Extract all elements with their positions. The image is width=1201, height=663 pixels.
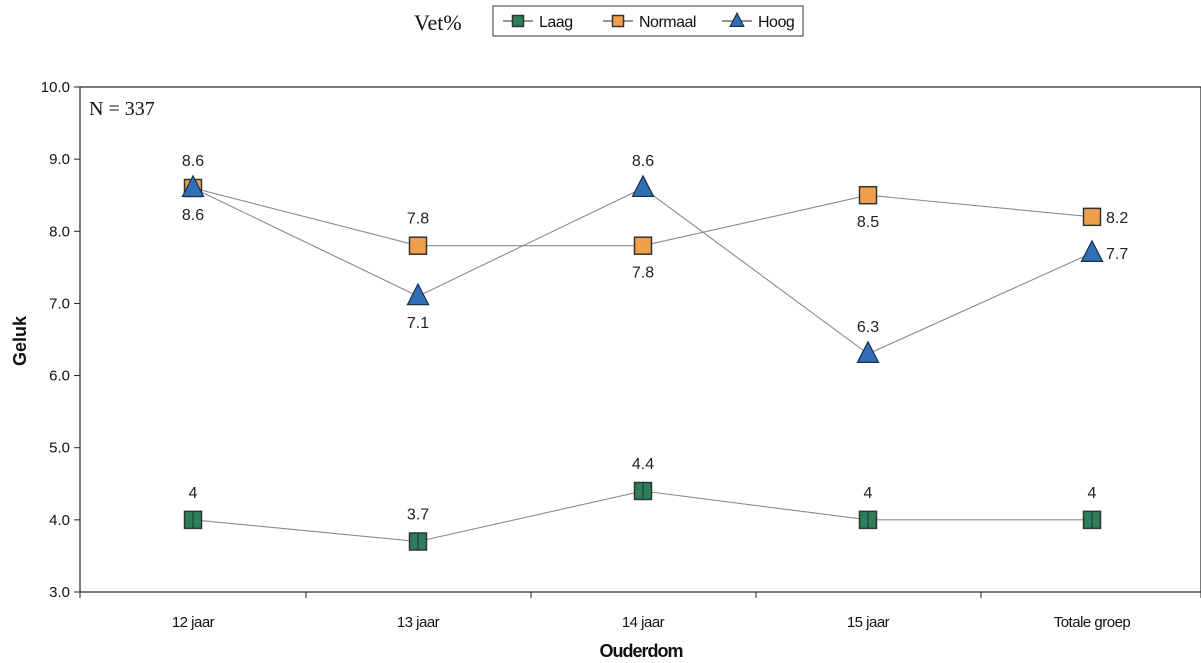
data-label-hoog: 7.7 [1106, 246, 1128, 263]
data-point-normaal [858, 185, 878, 205]
data-label-normaal: 8.2 [1106, 210, 1128, 227]
data-point-normaal [1082, 207, 1102, 227]
y-tick-label: 8.0 [49, 223, 70, 240]
legend-item-normaal: Normaal [603, 14, 696, 31]
legend-label-hoog: Hoog [758, 14, 794, 31]
data-label-laag: 3.7 [407, 507, 429, 524]
data-label-normaal: 8.6 [182, 153, 204, 170]
y-tick-label: 10.0 [41, 79, 70, 96]
x-axis-title: Ouderdom [599, 641, 682, 661]
x-tick-label: 13 jaar [397, 614, 440, 631]
y-tick-label: 5.0 [49, 440, 70, 457]
sample-size-note: N = 337 [89, 98, 155, 120]
data-label-laag: 4.4 [632, 456, 654, 473]
data-point-hoog [181, 174, 205, 198]
legend-label-laag: Laag [539, 14, 573, 31]
data-point-hoog [1080, 239, 1104, 262]
data-label-laag: 4 [1088, 485, 1097, 502]
data-label-normaal: 7.8 [632, 265, 654, 282]
y-tick-label: 4.0 [49, 512, 70, 529]
data-label-hoog: 6.3 [857, 319, 879, 336]
series-laag: 4 3.7 4.4 4 4 [183, 456, 1102, 551]
series-normaal: 8.6 7.8 7.8 8.5 8.2 [182, 153, 1128, 282]
x-tick-label: 12 jaar [172, 614, 215, 631]
data-point-hoog [406, 282, 430, 306]
series-layer: 4 3.7 4.4 4 4 8.6 7.8 7.8 8.5 8.2 8.6 7.1 8.6 6.3 7.7 [181, 153, 1128, 551]
x-tick-label: 15 jaar [847, 614, 890, 631]
data-point-normaal [633, 236, 653, 255]
legend-marker-hoog [729, 11, 745, 28]
legend-label-normaal: Normaal [639, 14, 696, 31]
y-axis-title: Geluk [10, 315, 30, 366]
data-point-hoog [631, 174, 655, 198]
data-label-laag: 4 [864, 485, 873, 502]
plot-area [79, 86, 1201, 593]
x-axis: 12 jaar 13 jaar 14 jaar 15 jaar Totale groep [79, 592, 1201, 631]
y-tick-label: 7.0 [49, 295, 70, 312]
series-hoog: 8.6 7.1 8.6 6.3 7.7 [181, 153, 1128, 363]
y-tick-label: 3.0 [49, 584, 70, 601]
legend: Vet% Laag Normaal Hoog [414, 5, 804, 37]
data-point-normaal [408, 236, 428, 255]
y-tick-label: 9.0 [49, 151, 70, 168]
legend-marker-normaal [611, 14, 625, 28]
data-label-normaal: 8.5 [857, 214, 879, 231]
legend-marker-laag [511, 14, 525, 28]
data-label-hoog: 7.1 [407, 315, 429, 332]
data-point-hoog [856, 340, 880, 363]
data-label-hoog: 8.6 [182, 207, 204, 224]
data-label-laag: 4 [189, 485, 198, 502]
data-label-hoog: 8.6 [632, 153, 654, 170]
data-label-normaal: 7.8 [407, 211, 429, 228]
x-tick-label: 14 jaar [622, 614, 665, 631]
legend-item-hoog: Hoog [722, 11, 795, 31]
legend-title: Vet% [414, 10, 462, 35]
legend-item-laag: Laag [503, 14, 573, 31]
y-tick-label: 6.0 [49, 368, 70, 385]
x-tick-label: Totale groep [1054, 614, 1131, 631]
y-axis: 3.0 4.0 5.0 6.0 7.0 8.0 9.0 10.0 [41, 79, 80, 601]
